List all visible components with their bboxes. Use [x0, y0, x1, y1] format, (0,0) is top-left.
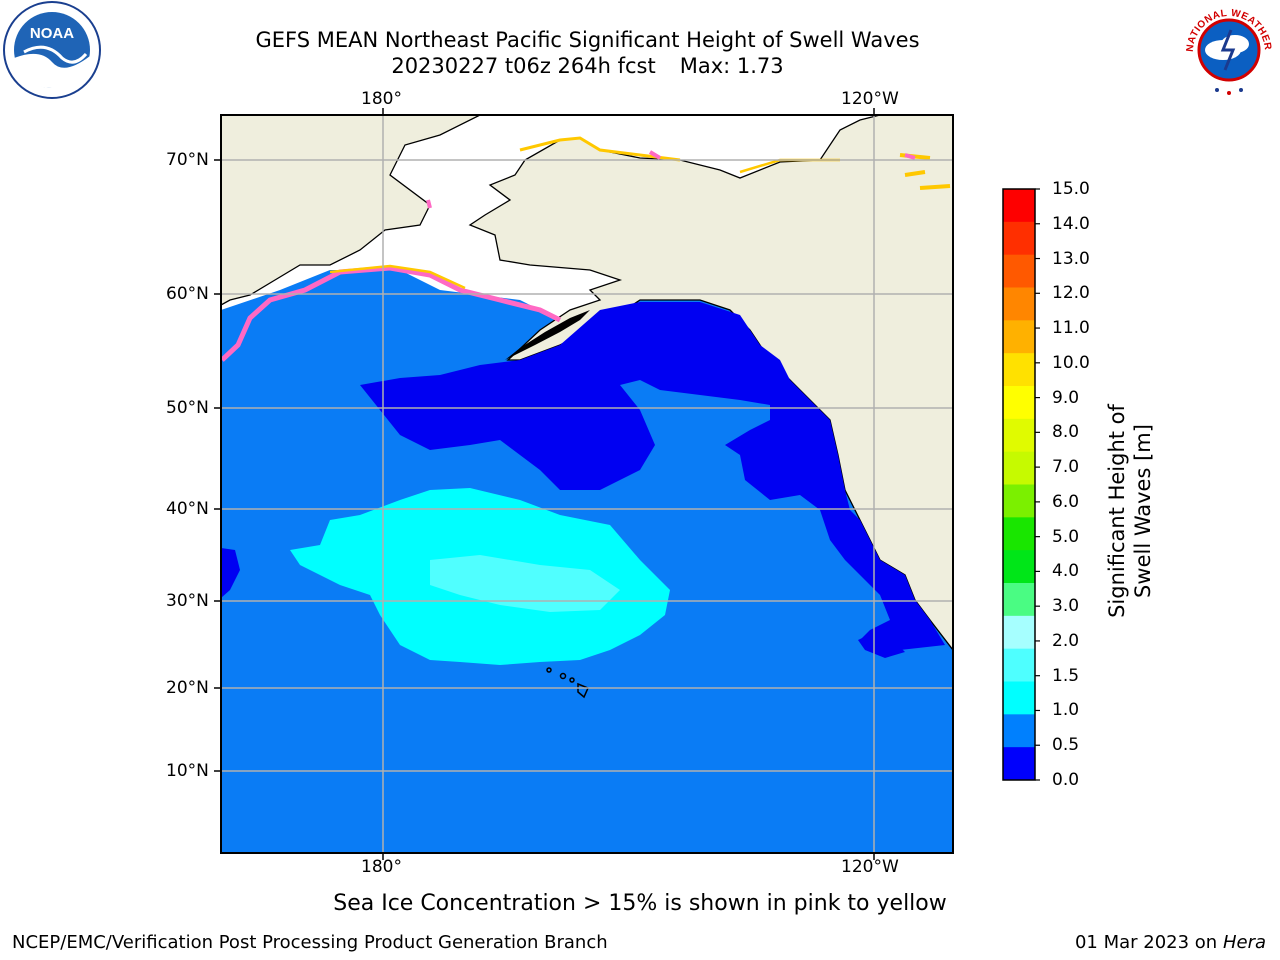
colorbar	[1002, 188, 1040, 781]
noaa-logo-text: NOAA	[30, 25, 74, 42]
lat-label-60n: 60°N	[166, 284, 209, 304]
nws-logo-icon: NATIONAL WEATHER SERVICE	[1175, 0, 1279, 100]
colorbar-band	[1003, 353, 1035, 387]
lon-label-top-120w: 120°W	[841, 89, 899, 109]
colorbar-band	[1003, 221, 1035, 256]
colorbar-band	[1003, 583, 1035, 617]
colorbar-band	[1003, 517, 1035, 551]
colorbar-tick-label: 14.0	[1052, 213, 1090, 234]
colorbar-tick-label: 1.0	[1052, 700, 1080, 721]
colorbar-band	[1003, 451, 1035, 485]
colorbar-band	[1003, 648, 1035, 682]
colorbar-tick-label: 4.0	[1052, 561, 1080, 582]
lat-label-10n: 10°N	[166, 761, 209, 781]
colorbar-tick-label: 6.0	[1052, 491, 1080, 512]
lat-label-30n: 30°N	[166, 591, 209, 611]
footer-credit: NCEP/EMC/Verification Post Processing Pr…	[12, 932, 608, 953]
colorbar-tick-label: 11.0	[1052, 318, 1090, 339]
colorbar-tick-label: 12.0	[1052, 283, 1090, 304]
footer-host: Hera	[1222, 932, 1266, 953]
lon-label-bottom-180: 180°	[361, 857, 402, 877]
colorbar-band	[1003, 418, 1035, 453]
footer-date-text: 01 Mar 2023 on	[1074, 932, 1218, 953]
colorbar-tick-label: 0.5	[1052, 735, 1080, 756]
lat-label-40n: 40°N	[166, 499, 209, 519]
lon-label-bottom-120w: 120°W	[841, 857, 899, 877]
colorbar-tick-label: 15.0	[1052, 179, 1090, 199]
colorbar-tick-label: 7.0	[1052, 457, 1080, 478]
colorbar-band	[1003, 484, 1035, 518]
colorbar-band	[1003, 254, 1035, 288]
graticule	[221, 115, 953, 853]
colorbar-band	[1003, 189, 1035, 223]
lat-label-70n: 70°N	[166, 150, 209, 170]
colorbar-tick-label: 2.0	[1052, 630, 1080, 651]
footer-date: 01 Mar 2023 on Hera	[1075, 932, 1266, 953]
colorbar-band	[1003, 747, 1035, 781]
sea-ice-edge	[221, 136, 951, 362]
colorbar-tick-label: 1.5	[1052, 665, 1080, 686]
land-siberia	[221, 115, 481, 306]
sea-ice-note: Sea Ice Concentration > 15% is shown in …	[333, 891, 947, 916]
colorbar-tick-label: 13.0	[1052, 248, 1090, 269]
colorbar-band	[1003, 681, 1035, 715]
map-ticks	[214, 108, 875, 860]
colorbar-band	[1003, 320, 1035, 354]
swell-high-patch	[430, 555, 620, 612]
lon-label-top-180: 180°	[361, 89, 402, 109]
colorbar-band	[1003, 615, 1035, 650]
colorbar-band	[1003, 550, 1035, 584]
map-frame	[220, 114, 954, 854]
colorbar-tick-label: 10.0	[1052, 352, 1090, 373]
colorbar-tick-label: 8.0	[1052, 422, 1080, 443]
colorbar-band	[1003, 714, 1035, 748]
colorbar-band	[1003, 386, 1035, 420]
forecast-run: 20230227 t06z 264h fcst	[391, 54, 656, 78]
colorbar-band	[1003, 287, 1035, 321]
colorbar-tick-label: 0.0	[1052, 770, 1080, 790]
lat-label-50n: 50°N	[166, 398, 209, 418]
colorbar-tick-label: 3.0	[1052, 596, 1080, 617]
colorbar-tick-label: 9.0	[1052, 387, 1080, 408]
map-content	[221, 115, 953, 853]
colorbar-title: Significant Height of Swell Waves [m]	[1105, 404, 1155, 618]
hawaii-islands	[546, 667, 590, 699]
alaska-peninsula	[505, 310, 590, 360]
map-title: GEFS MEAN Northeast Pacific Significant …	[255, 28, 920, 52]
map-subtitle: 20230227 t06z 264h fcst Max: 1.73	[0, 53, 1175, 79]
lat-label-20n: 20°N	[166, 678, 209, 698]
max-value: Max: 1.73	[679, 54, 784, 78]
colorbar-tick-label: 5.0	[1052, 526, 1080, 547]
noaa-logo-icon: NOAA	[2, 0, 102, 100]
swell-low-regions	[221, 302, 945, 658]
